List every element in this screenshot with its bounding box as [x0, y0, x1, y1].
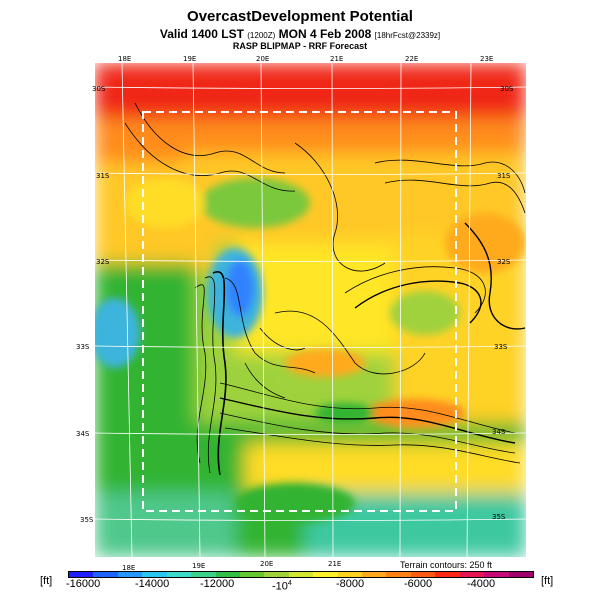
valid-date: MON 4 Feb 2008	[278, 27, 372, 41]
lat-label-left-34s: 34S	[76, 430, 90, 438]
colorbar-swatch-8	[264, 572, 289, 577]
lat-label-right-30s: 30S	[500, 85, 514, 93]
colorbar-swatch-6	[215, 572, 240, 577]
colorbar-swatch-18	[508, 572, 534, 577]
lon-label-bottom-20e: 20E	[260, 560, 274, 568]
colorbar-swatch-14	[410, 572, 436, 577]
lat-label-right-35s: 35S	[492, 513, 506, 521]
valid-utc: (1200Z)	[247, 31, 276, 40]
colorbar-swatch-12	[362, 572, 387, 577]
potential-field	[95, 63, 526, 557]
colorbar-swatch-13	[386, 572, 411, 577]
colorbar-tick-10000-base: -10	[272, 580, 288, 593]
valid-forecast: [18hrFcst@2339z]	[374, 31, 441, 40]
colorbar-swatch-11	[337, 572, 363, 577]
colorbar-swatch-1	[93, 572, 118, 577]
colorbar-tick-6000: -6000	[404, 578, 433, 590]
colorbar-unit-left: [ft]	[40, 575, 53, 587]
lon-label-top-19e: 19E	[183, 55, 197, 63]
lat-label-right-31s: 31S	[497, 172, 511, 180]
lat-label-left-32s: 32S	[96, 258, 110, 266]
lon-label-top-23e: 23E	[480, 55, 494, 63]
lat-label-right-32s: 32S	[497, 258, 511, 266]
lon-label-bottom-18e: 18E	[122, 564, 136, 572]
colorbar-swatch-3	[142, 572, 167, 577]
lat-label-left-30s: 30S	[92, 85, 106, 93]
colorbar	[68, 571, 534, 578]
chart-subtitle: RASP BLIPMAP - RRF Forecast	[232, 41, 368, 51]
colorbar-swatch-17	[484, 572, 509, 577]
lon-label-bottom-19e: 19E	[192, 562, 206, 570]
lon-label-top-20e: 20E	[256, 55, 270, 63]
valid-time-line: Valid 1400 LST (1200Z) MON 4 Feb 2008 [1…	[0, 27, 600, 41]
lat-label-right-34s: 34S	[492, 428, 506, 436]
chart-title: OvercastDevelopment Potential	[187, 8, 413, 25]
colorbar-tick-10000: -104	[272, 580, 292, 593]
colorbar-swatch-2	[117, 572, 143, 577]
colorbar-swatch-16	[459, 572, 485, 577]
colorbar-swatch-4	[166, 572, 192, 577]
lon-label-top-21e: 21E	[330, 55, 344, 63]
lat-label-left-35s: 35S	[80, 516, 94, 524]
lon-label-bottom-21e: 21E	[328, 560, 342, 568]
lon-label-top-18e: 18E	[118, 55, 132, 63]
colorbar-tick-4000: -4000	[467, 578, 496, 590]
lon-label-top-22e: 22E	[405, 55, 419, 63]
colorbar-swatch-10	[313, 572, 338, 577]
colorbar-tick-exponent: 4	[287, 580, 292, 587]
colorbar-tick-8000: -8000	[336, 578, 365, 590]
lat-label-right-33s: 33S	[494, 343, 508, 351]
colorbar-swatch-15	[435, 572, 460, 577]
colorbar-unit-right: [ft]	[541, 575, 554, 587]
valid-prefix: Valid 1400 LST	[159, 27, 244, 41]
grid-lines	[95, 63, 526, 557]
terrain-contours	[124, 102, 526, 476]
colorbar-tick-12000: -12000	[200, 578, 235, 590]
colorbar-swatch-0	[69, 572, 94, 577]
terrain-contour-note: Terrain contours: 250 ft	[400, 560, 493, 570]
colorbar-swatch-9	[288, 572, 314, 577]
lat-label-left-33s: 33S	[76, 343, 90, 351]
colorbar-swatch-7	[239, 572, 265, 577]
forecast-map	[95, 63, 526, 557]
domain-boundary	[142, 111, 457, 512]
colorbar-swatch-5	[191, 572, 216, 577]
colorbar-tick-14000: -14000	[135, 578, 170, 590]
colorbar-tick-16000: -16000	[66, 578, 101, 590]
lat-label-left-31s: 31S	[96, 172, 110, 180]
